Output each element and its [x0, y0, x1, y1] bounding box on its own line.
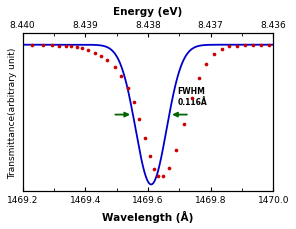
- Point: [99, 55, 103, 59]
- X-axis label: Wavelength (Å): Wavelength (Å): [102, 210, 194, 222]
- Point: [69, 45, 74, 49]
- Point: [131, 101, 136, 105]
- Point: [137, 118, 141, 121]
- Point: [119, 75, 124, 79]
- Point: [243, 44, 247, 48]
- Point: [204, 63, 208, 66]
- Point: [211, 53, 216, 57]
- Point: [80, 47, 85, 51]
- Point: [182, 123, 186, 126]
- Point: [251, 44, 255, 47]
- Point: [167, 166, 172, 170]
- Point: [105, 59, 110, 63]
- Point: [142, 137, 147, 140]
- Point: [41, 44, 45, 47]
- Point: [189, 97, 194, 100]
- Point: [258, 44, 263, 47]
- Point: [147, 154, 152, 158]
- Point: [92, 52, 97, 55]
- Point: [30, 44, 34, 47]
- X-axis label: Energy (eV): Energy (eV): [113, 7, 183, 17]
- Point: [75, 46, 80, 50]
- Point: [50, 44, 55, 48]
- Point: [86, 49, 91, 53]
- Point: [174, 149, 178, 153]
- Point: [64, 45, 69, 49]
- Point: [196, 77, 201, 80]
- Point: [235, 45, 240, 48]
- Point: [125, 86, 130, 90]
- Point: [219, 48, 224, 52]
- Point: [266, 44, 271, 47]
- Text: FWHM
0.116Å: FWHM 0.116Å: [178, 87, 207, 106]
- Point: [151, 167, 156, 171]
- Y-axis label: Transmittance(arbitrary unit): Transmittance(arbitrary unit): [8, 47, 17, 178]
- Point: [161, 174, 165, 178]
- Point: [56, 45, 61, 48]
- Point: [227, 45, 232, 49]
- Point: [113, 66, 118, 70]
- Point: [156, 174, 160, 178]
